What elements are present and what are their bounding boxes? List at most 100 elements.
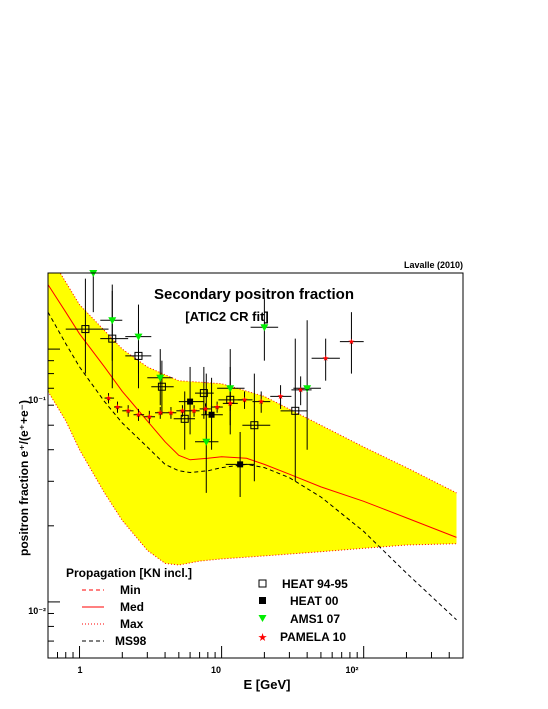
- marker-triangle: [226, 385, 235, 393]
- marker-open-square: [291, 406, 300, 415]
- point-ams1-07: [79, 270, 107, 313]
- marker-star: [322, 355, 329, 361]
- legend-heat9495-label: HEAT 94-95: [282, 577, 348, 591]
- x-tick-label-1: 1: [77, 665, 82, 675]
- axis-ticks: [47, 272, 464, 659]
- chart-title: Secondary positron fraction: [154, 286, 354, 303]
- point-pamela-10: [104, 393, 115, 404]
- x-tick-label-100: 10²: [345, 665, 358, 675]
- legend-pamela-label: PAMELA 10: [280, 630, 346, 644]
- point-pamela-10: [339, 312, 364, 374]
- marker-triangle: [303, 385, 312, 393]
- point-heat-94-95: [65, 278, 109, 374]
- marker-triangle: [260, 324, 269, 332]
- marker-star: [214, 403, 221, 410]
- point-heat-00: [178, 366, 204, 435]
- band-fill: [48, 273, 457, 565]
- point-pamela-10: [311, 338, 340, 381]
- point-ams1-07: [100, 284, 123, 361]
- marker-star: [241, 396, 248, 403]
- marker-star: [297, 386, 304, 393]
- point-pamela-10: [210, 401, 223, 413]
- point-pamela-10: [122, 405, 134, 417]
- point-heat-94-95: [151, 360, 174, 415]
- marker-open-square: [81, 325, 90, 334]
- point-heat-00: [201, 377, 223, 450]
- point-pamela-10: [114, 401, 123, 413]
- plot-frame: [47, 272, 464, 659]
- point-pamela-10: [187, 405, 200, 417]
- marker-triangle: [156, 374, 165, 382]
- point-pamela-10: [270, 385, 292, 409]
- marker-star: [135, 411, 142, 418]
- chart-credit: Lavalle (2010): [404, 260, 463, 270]
- band-upper-edge: [59, 273, 457, 494]
- data-points: [65, 270, 364, 498]
- legend-ms98-label: MS98: [115, 634, 147, 648]
- marker-filled-square: [187, 398, 194, 405]
- marker-filled-square: [208, 411, 215, 418]
- x-axis-label: E [GeV]: [244, 677, 291, 692]
- marker-star: [227, 400, 234, 406]
- marker-triangle: [202, 438, 211, 446]
- point-ams1-07: [147, 349, 173, 406]
- point-ams1-07: [250, 297, 279, 361]
- point-pamela-10: [144, 410, 156, 424]
- marker-star: [157, 409, 164, 416]
- y-tick-label-0.01: 10⁻²: [28, 606, 46, 616]
- marker-open-square: [157, 382, 166, 391]
- propagation-legend-title: Propagation [KN incl.]: [66, 566, 192, 580]
- point-pamela-10: [133, 408, 145, 421]
- marker-star: [114, 403, 121, 410]
- y-tick-label-0.1: 10⁻¹: [28, 395, 46, 405]
- model-curves: [48, 284, 457, 621]
- marker-star: [258, 398, 265, 405]
- legend-ams1-marker: [258, 615, 267, 622]
- point-ams1-07: [195, 373, 219, 493]
- marker-star: [167, 409, 174, 416]
- point-ams1-07: [217, 349, 245, 426]
- curve-med: [48, 284, 457, 538]
- data-legend: HEAT 94-95 HEAT 00 AMS1 07 ★ PAMELA 10: [258, 577, 349, 644]
- curve-ms98: [48, 311, 457, 621]
- legend-heat9495-marker: [258, 579, 267, 588]
- legend-heat00-label: HEAT 00: [290, 594, 339, 608]
- point-heat-94-95: [280, 338, 308, 482]
- point-heat-94-95: [195, 366, 214, 419]
- point-ams1-07: [293, 320, 321, 450]
- marker-star: [146, 413, 153, 420]
- marker-triangle: [134, 333, 143, 341]
- marker-star: [125, 407, 132, 414]
- point-ams1-07: [125, 304, 152, 374]
- legend-ams1-label: AMS1 07: [290, 612, 340, 626]
- point-pamela-10: [222, 396, 238, 411]
- point-heat-94-95: [242, 373, 271, 482]
- chart-subtitle: [ATIC2 CR fit]: [185, 309, 269, 324]
- point-heat-00: [225, 432, 255, 498]
- marker-open-square: [180, 414, 189, 423]
- marker-star: [105, 394, 112, 401]
- point-pamela-10: [237, 391, 253, 409]
- point-pamela-10: [199, 403, 211, 415]
- point-pamela-10: [155, 407, 166, 419]
- point-pamela-10: [176, 405, 188, 417]
- legend-min-label: Min: [120, 583, 141, 597]
- point-pamela-10: [252, 391, 271, 413]
- propagation-legend: Propagation [KN incl.] Min Med Max MS98: [66, 566, 192, 648]
- point-pamela-10: [165, 407, 177, 419]
- marker-star: [348, 338, 355, 345]
- marker-triangle: [108, 317, 117, 325]
- uncertainty-band: [48, 273, 457, 566]
- x-tick-label-10: 10: [211, 665, 221, 675]
- legend-pamela-marker: ★: [258, 632, 268, 644]
- marker-star: [191, 407, 198, 414]
- legend-med-label: Med: [120, 600, 144, 614]
- legend-heat00-marker: [259, 597, 266, 604]
- marker-filled-square: [237, 461, 244, 468]
- marker-star: [277, 393, 284, 399]
- legend-max-label: Max: [120, 617, 144, 631]
- marker-star: [179, 407, 186, 414]
- marker-open-square: [250, 421, 259, 430]
- marker-star: [202, 405, 209, 412]
